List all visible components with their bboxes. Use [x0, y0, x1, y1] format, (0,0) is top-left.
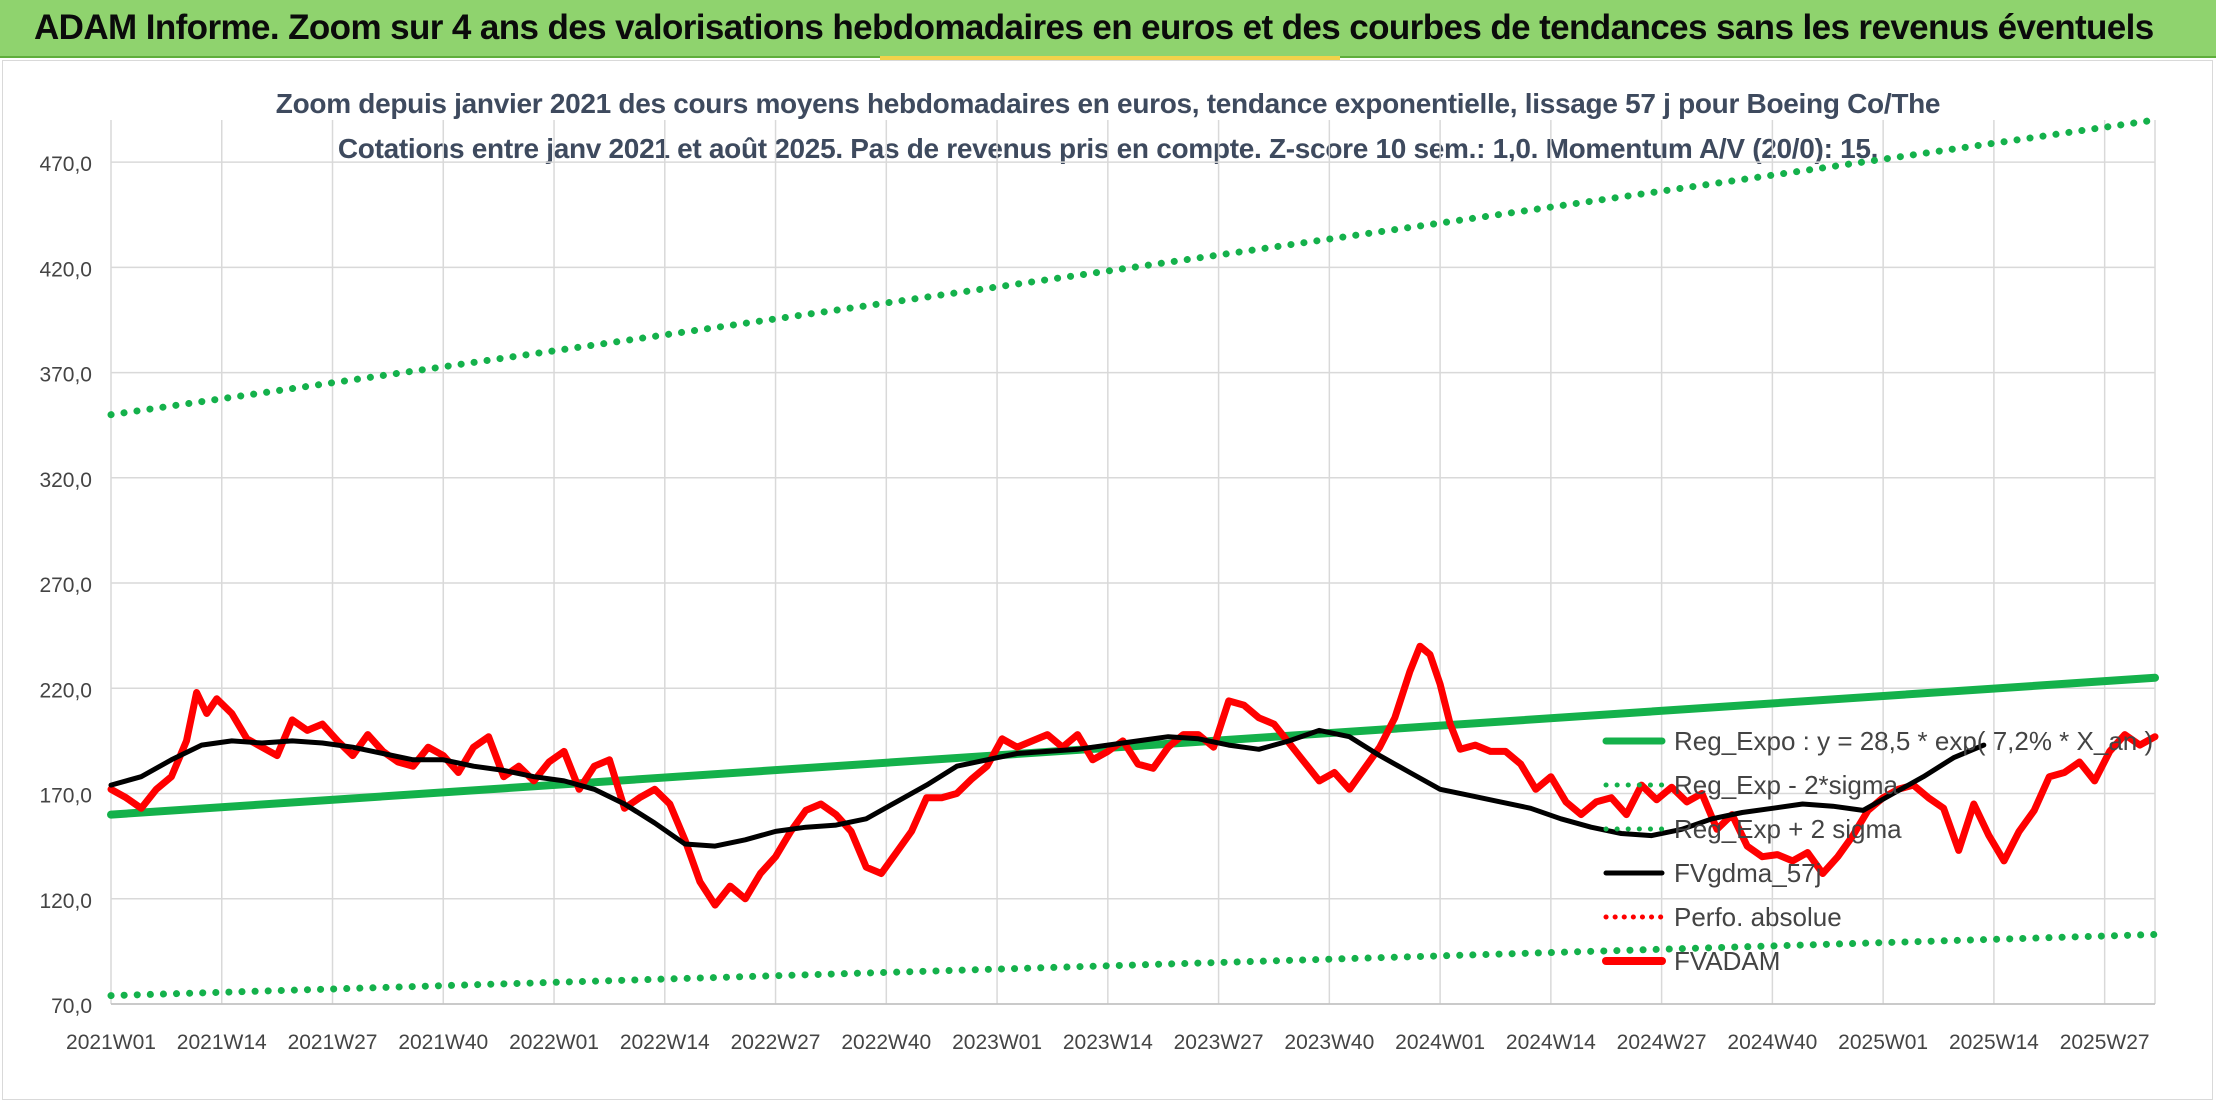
y-tick-label: 270,0	[39, 574, 92, 597]
x-tick-label: 2024W27	[1617, 1031, 1707, 1054]
series-reg-plus-2sigma	[107, 116, 2159, 419]
x-tick-label: 2021W27	[288, 1031, 378, 1054]
y-tick-label: 170,0	[39, 785, 92, 808]
x-tick-label: 2025W14	[1949, 1031, 2039, 1054]
x-tick-label: 2022W01	[509, 1031, 599, 1054]
x-tick-label: 2023W14	[1063, 1031, 1153, 1054]
x-tick-label: 2025W27	[2060, 1031, 2150, 1054]
series-reg-minus-2sigma	[107, 931, 2159, 1000]
y-tick-label: 420,0	[39, 258, 92, 281]
x-tick-label: 2023W40	[1284, 1031, 1374, 1054]
x-tick-label: 2021W01	[66, 1031, 156, 1054]
x-tick-label: 2024W14	[1506, 1031, 1596, 1054]
y-tick-label: 220,0	[39, 679, 92, 702]
y-tick-label: 470,0	[39, 153, 92, 176]
x-tick-label: 2024W01	[1395, 1031, 1485, 1054]
x-tick-label: 2024W40	[1727, 1031, 1817, 1054]
legend-label: Reg_Expo : y = 28,5 * exp( 7,2% * X_an )	[1674, 726, 2153, 756]
banner-accent-bar	[880, 56, 1340, 60]
x-tick-label: 2022W27	[731, 1031, 821, 1054]
y-tick-label: 370,0	[39, 364, 92, 387]
chart-title: Zoom depuis janvier 2021 des cours moyen…	[275, 88, 1941, 119]
header-banner: ADAM Informe. Zoom sur 4 ans des valoris…	[0, 0, 2216, 58]
x-tick-label: 2021W40	[398, 1031, 488, 1054]
legend-label: Reg_Exp - 2*sigma	[1674, 770, 1899, 800]
x-tick-label: 2025W01	[1838, 1031, 1928, 1054]
x-tick-label: 2023W27	[1174, 1031, 1264, 1054]
chart-frame	[2, 60, 2213, 1100]
series-fvadam	[107, 642, 2159, 909]
legend-label: Reg_Exp + 2 sigma	[1674, 814, 1902, 844]
y-tick-label: 70,0	[51, 995, 92, 1018]
y-tick-label: 120,0	[39, 890, 92, 913]
x-tick-label: 2023W01	[952, 1031, 1042, 1054]
x-tick-label: 2021W14	[177, 1031, 267, 1054]
series-reg-expo	[107, 673, 2159, 819]
legend-label: Perfo. absolue	[1674, 902, 1842, 932]
x-tick-label: 2022W14	[620, 1031, 710, 1054]
report-title: ADAM Informe. Zoom sur 4 ans des valoris…	[34, 8, 2154, 47]
legend-label: FVgdma_57j	[1674, 858, 1821, 888]
series-fvgdma-57j	[108, 727, 1987, 849]
x-tick-label: 2022W40	[841, 1031, 931, 1054]
legend-label: FVADAM	[1674, 946, 1780, 976]
y-tick-label: 320,0	[39, 469, 92, 492]
